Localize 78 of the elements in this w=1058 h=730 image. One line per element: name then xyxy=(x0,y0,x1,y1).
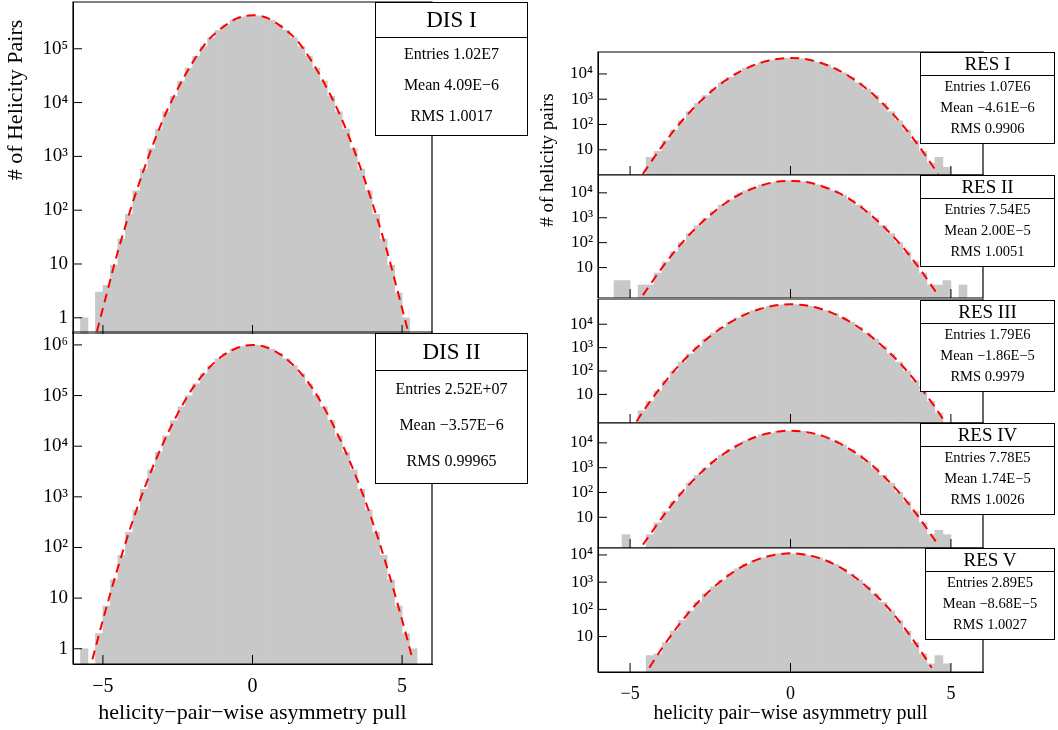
y-tick-label: 10⁴ xyxy=(42,434,69,456)
y-tick-label: 10⁵ xyxy=(42,36,68,58)
annotation: Entries 2.52E+07 xyxy=(394,379,509,399)
annotation: RMS 1.0027 xyxy=(951,615,1029,634)
x-tick-label: 0 xyxy=(786,682,795,703)
y-tick-label: 10³ xyxy=(570,88,593,108)
y-tick-label: 10³ xyxy=(43,484,69,506)
y-tick-label: 10 xyxy=(576,257,593,277)
stats-box: RES III Entries 1.79E6 Mean −1.86E−5 RMS 0.9979 xyxy=(920,300,1055,392)
x-axis-title: helicity pair−wise asymmetry pull xyxy=(653,701,928,725)
stats-header: RES V xyxy=(962,549,1018,571)
annotation: Entries 1.07E6 xyxy=(943,77,1032,96)
y-tick-label: 10² xyxy=(570,481,593,501)
y-tick-label: 10 xyxy=(576,626,593,646)
y-tick-label: 10⁴ xyxy=(570,432,594,452)
y-tick-label: 10⁴ xyxy=(570,182,594,202)
stats-box: RES IV Entries 7.78E5 Mean 1.74E−5 RMS 1.0026 xyxy=(920,423,1055,515)
stats-box: DIS I Entries 1.02E7 Mean 4.09E−6 RMS 1.0017 xyxy=(375,2,528,136)
x-tick-label: −5 xyxy=(620,682,640,703)
annotation: RMS 0.9906 xyxy=(949,119,1026,138)
y-tick-label: 10⁴ xyxy=(570,63,594,83)
x-tick-label: −5 xyxy=(92,674,114,697)
y-tick-label: 1 xyxy=(58,305,68,327)
y-tick-label: 10³ xyxy=(570,337,593,357)
y-tick-label: 10³ xyxy=(43,144,69,166)
stats-header: RES IV xyxy=(956,424,1019,446)
y-tick-label: 10 xyxy=(576,383,593,403)
y-tick-label: 10² xyxy=(570,113,593,133)
y-tick-label: 10⁶ xyxy=(42,332,68,354)
annotation: Mean −4.61E−6 xyxy=(939,98,1036,117)
y-tick-label: 10³ xyxy=(570,207,593,227)
y-tick-label: 10 xyxy=(49,251,68,273)
x-tick-label: 0 xyxy=(247,674,258,697)
annotation: Mean −3.57E−6 xyxy=(398,415,505,435)
y-tick-label: 10⁵ xyxy=(42,383,68,405)
annotation: Mean 1.74E−5 xyxy=(943,469,1032,488)
y-tick-label: 10 xyxy=(576,139,593,159)
y-axis-title: # of Helicity Pairs xyxy=(2,19,28,181)
annotation: Entries 7.78E5 xyxy=(943,448,1032,467)
stats-header: DIS I xyxy=(425,6,478,34)
annotation: RMS 1.0017 xyxy=(409,106,494,126)
stats-box: RES II Entries 7.54E5 Mean 2.00E−5 RMS 1.0051 xyxy=(920,175,1055,267)
stats-header: DIS II xyxy=(421,338,482,366)
y-tick-label: 10² xyxy=(43,198,69,220)
stats-box: DIS II Entries 2.52E+07 Mean −3.57E−6 RMS 0.99965 xyxy=(375,333,528,484)
stats-header: RES I xyxy=(963,53,1012,75)
y-tick-label: 10 xyxy=(49,586,68,608)
y-tick-label: 1 xyxy=(58,636,68,658)
y-tick-label: 10³ xyxy=(570,457,593,477)
x-axis-title: helicity−pair−wise asymmetry pull xyxy=(98,698,407,724)
annotation: Mean −1.86E−5 xyxy=(939,346,1036,365)
y-tick-label: 10⁴ xyxy=(570,544,594,564)
annotation: Entries 7.54E5 xyxy=(943,200,1032,219)
annotation: Entries 1.02E7 xyxy=(402,44,501,64)
annotation: RMS 0.99965 xyxy=(405,451,498,471)
y-tick-label: 10⁴ xyxy=(570,313,594,333)
y-axis-title: # of helicity pairs xyxy=(536,93,558,227)
y-tick-label: 10² xyxy=(570,232,593,252)
annotation: Entries 2.89E5 xyxy=(945,573,1035,592)
stats-box: RES I Entries 1.07E6 Mean −4.61E−6 RMS 0.9906 xyxy=(920,52,1055,144)
annotation: RMS 1.0026 xyxy=(949,490,1026,509)
stats-header: RES III xyxy=(957,301,1018,323)
x-tick-label: 5 xyxy=(397,674,408,697)
y-tick-label: 10⁴ xyxy=(42,90,69,112)
annotation: RMS 0.9979 xyxy=(949,367,1026,386)
stats-box: RES V Entries 2.89E5 Mean −8.68E−5 RMS 1.0027 xyxy=(925,548,1055,640)
y-tick-label: 10³ xyxy=(570,571,593,591)
y-tick-label: 10 xyxy=(576,506,593,526)
annotation: Mean 2.00E−5 xyxy=(943,221,1032,240)
x-tick-label: 5 xyxy=(946,682,956,703)
annotation: Mean 4.09E−6 xyxy=(402,75,501,95)
y-tick-label: 10² xyxy=(43,535,69,557)
annotation: RMS 1.0051 xyxy=(949,242,1026,261)
stats-header: RES II xyxy=(960,176,1015,198)
y-tick-label: 10² xyxy=(570,598,593,618)
annotation: Entries 1.79E6 xyxy=(943,325,1032,344)
y-tick-label: 10² xyxy=(570,360,593,380)
annotation: Mean −8.68E−5 xyxy=(941,594,1039,613)
